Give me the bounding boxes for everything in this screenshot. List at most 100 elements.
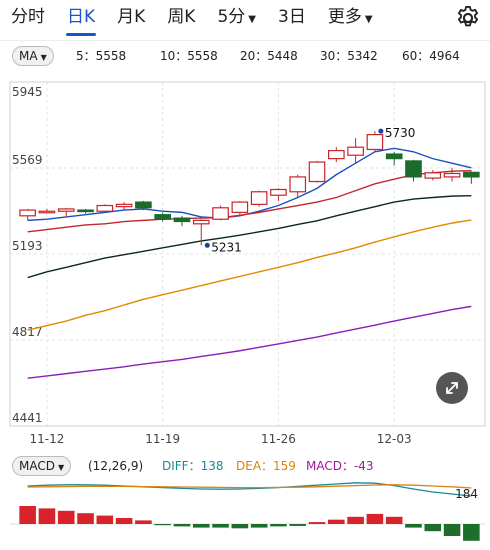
macd-bar <box>96 515 114 524</box>
x-tick-label: 11-12 <box>30 432 65 446</box>
macd-bar <box>154 524 171 526</box>
low-annotation: 5231 <box>211 240 242 254</box>
candle <box>77 208 94 214</box>
candle <box>115 202 133 211</box>
candle-body <box>38 210 56 214</box>
candle-body <box>57 208 75 212</box>
candle <box>38 208 56 214</box>
tab-label: 更多 <box>327 7 362 27</box>
tab-1[interactable]: 日K <box>56 0 106 40</box>
ma10-value: 10：5558 <box>160 49 218 63</box>
candle <box>173 215 191 227</box>
candle-body <box>96 204 114 212</box>
candle <box>463 171 480 184</box>
macd-indicator-bar: MACD ▼ (12,26,9) DIFF：138 DEA：159 MACD：-4… <box>0 456 490 476</box>
ma-selector[interactable]: MA ▼ <box>12 46 54 66</box>
tab-label: 3日 <box>278 7 306 27</box>
candle-body <box>77 209 94 213</box>
macd-bar <box>385 516 403 524</box>
x-tick-label: 11-26 <box>261 432 296 446</box>
caret-down-icon: ▼ <box>248 14 256 25</box>
candle <box>135 200 152 211</box>
macd-bar <box>173 524 191 527</box>
candle <box>250 190 268 207</box>
macd-bar <box>347 516 364 524</box>
macd-bar <box>192 524 210 528</box>
candle <box>327 147 345 163</box>
macd-bar <box>19 506 36 524</box>
macd-right-value: 184 <box>455 487 478 501</box>
macd-params: (12,26,9) <box>88 459 144 473</box>
tab-label: 周K <box>167 7 196 27</box>
candle <box>231 200 249 216</box>
macd-bar <box>250 524 268 528</box>
ma-line-ma10 <box>27 169 472 233</box>
macd-bar <box>115 518 133 524</box>
candle-body <box>405 160 422 178</box>
candle-body <box>347 146 364 156</box>
macd-selector[interactable]: MACD ▼ <box>12 456 72 476</box>
tab-label: 5分 <box>217 7 246 27</box>
candle-body <box>385 153 403 160</box>
candle <box>443 167 461 182</box>
candle-body <box>154 214 172 220</box>
candle-body <box>366 134 384 151</box>
tab-label: 分时 <box>11 7 45 27</box>
candle-body <box>212 207 229 220</box>
y-tick-label: 4441 <box>12 411 43 425</box>
tab-0[interactable]: 分时 <box>0 0 56 40</box>
macd-bar <box>289 524 307 526</box>
macd-chart[interactable]: 184 <box>0 476 490 550</box>
caret-down-icon: ▼ <box>40 53 47 62</box>
candle-body <box>231 201 249 213</box>
candle <box>154 212 172 222</box>
macd-bar <box>57 510 75 524</box>
macd-bar <box>328 519 345 524</box>
macd-bar <box>38 508 56 524</box>
candle <box>19 208 36 221</box>
candle <box>212 205 229 221</box>
high-marker <box>378 128 384 134</box>
period-tab-bar: 分时 日K 月K 周K 5分 ▼ 3日 更多 ▼ <box>0 0 490 41</box>
tab-2[interactable]: 月K <box>106 0 156 40</box>
macd-bar <box>135 520 152 524</box>
ma-line-ma20 <box>27 194 472 279</box>
macd-diff-line <box>27 482 472 497</box>
x-tick-label: 11-19 <box>145 432 180 446</box>
plot-border <box>9 81 486 427</box>
ma5-value: 5：5558 <box>76 49 127 63</box>
low-marker <box>204 242 210 248</box>
y-tick-label: 5945 <box>12 85 43 99</box>
candle-body <box>19 209 36 217</box>
expand-arrows-icon <box>446 382 458 394</box>
ma60-value: 60：4964 <box>402 49 460 63</box>
expand-button[interactable] <box>436 372 468 404</box>
macd-diff-value: DIFF：138 <box>162 459 224 473</box>
ma-indicator-bar: MA ▼ 5：5558 10：5558 20：5448 30：5342 60：49… <box>0 46 490 66</box>
gear-icon[interactable] <box>454 4 482 32</box>
macd-dea-value: DEA：159 <box>236 459 296 473</box>
macd-bar <box>424 524 442 532</box>
tab-5[interactable]: 3日 <box>267 0 317 40</box>
candle-body <box>270 188 287 196</box>
ma-line-ma5 <box>27 147 472 222</box>
macd-bar <box>443 524 461 536</box>
candle-body <box>327 150 345 160</box>
candle <box>96 204 114 213</box>
ma30-value: 30：5342 <box>320 49 378 63</box>
macd-selector-label: MACD <box>19 459 55 473</box>
candle-body <box>192 219 210 225</box>
tab-3[interactable]: 周K <box>156 0 206 40</box>
ma-selector-label: MA <box>19 49 38 63</box>
macd-bar <box>212 524 229 528</box>
macd-bar <box>405 524 422 528</box>
tab-6[interactable]: 更多 ▼ <box>317 0 384 40</box>
candle <box>347 138 364 164</box>
candle <box>385 151 403 166</box>
candle-body <box>173 217 191 223</box>
candle <box>270 188 287 201</box>
y-tick-label: 5193 <box>12 239 43 253</box>
tab-4[interactable]: 5分 ▼ <box>206 0 267 40</box>
macd-bar <box>231 524 249 529</box>
